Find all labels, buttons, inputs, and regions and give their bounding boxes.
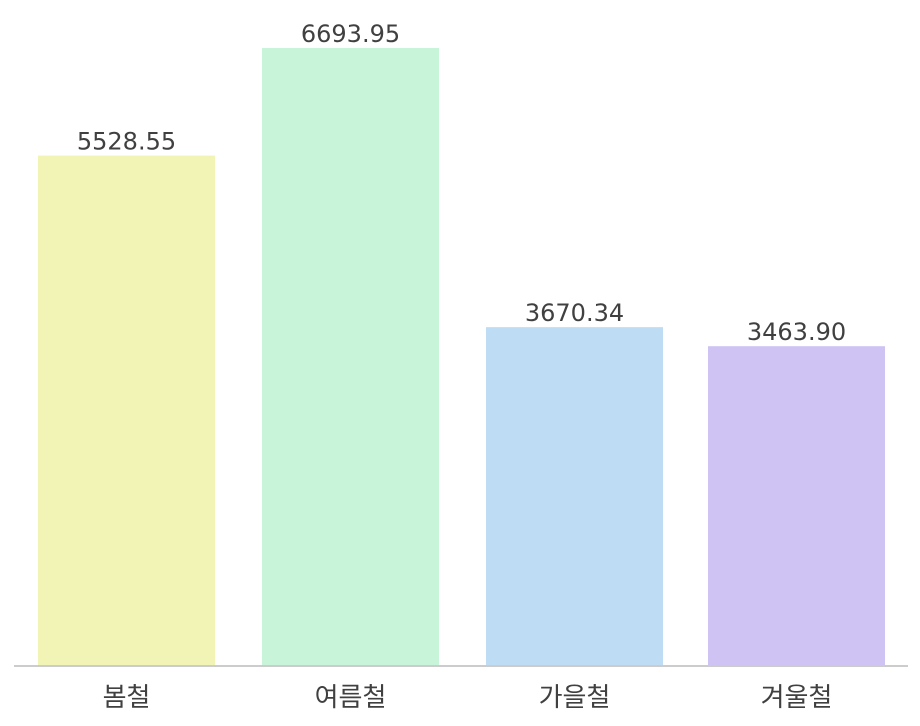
- value-label-3: 3670.34: [525, 299, 624, 327]
- category-label-4: 겨울철: [761, 683, 833, 713]
- bar-3: [486, 327, 663, 666]
- value-label-2: 6693.95: [301, 20, 400, 48]
- category-label-2: 여름철: [315, 683, 387, 713]
- category-labels-group: 봄철 여름철 가을철 겨울철: [103, 683, 833, 713]
- value-label-1: 5528.55: [77, 128, 176, 156]
- value-label-4: 3463.90: [747, 318, 846, 346]
- value-labels-group: 5528.55 6693.95 3670.34 3463.90: [77, 20, 846, 346]
- category-label-1: 봄철: [103, 683, 151, 713]
- category-label-3: 가을철: [539, 683, 611, 713]
- bar-4: [708, 346, 885, 666]
- bar-2: [262, 48, 439, 666]
- bar-1: [38, 155, 215, 666]
- bars-group: [38, 48, 885, 666]
